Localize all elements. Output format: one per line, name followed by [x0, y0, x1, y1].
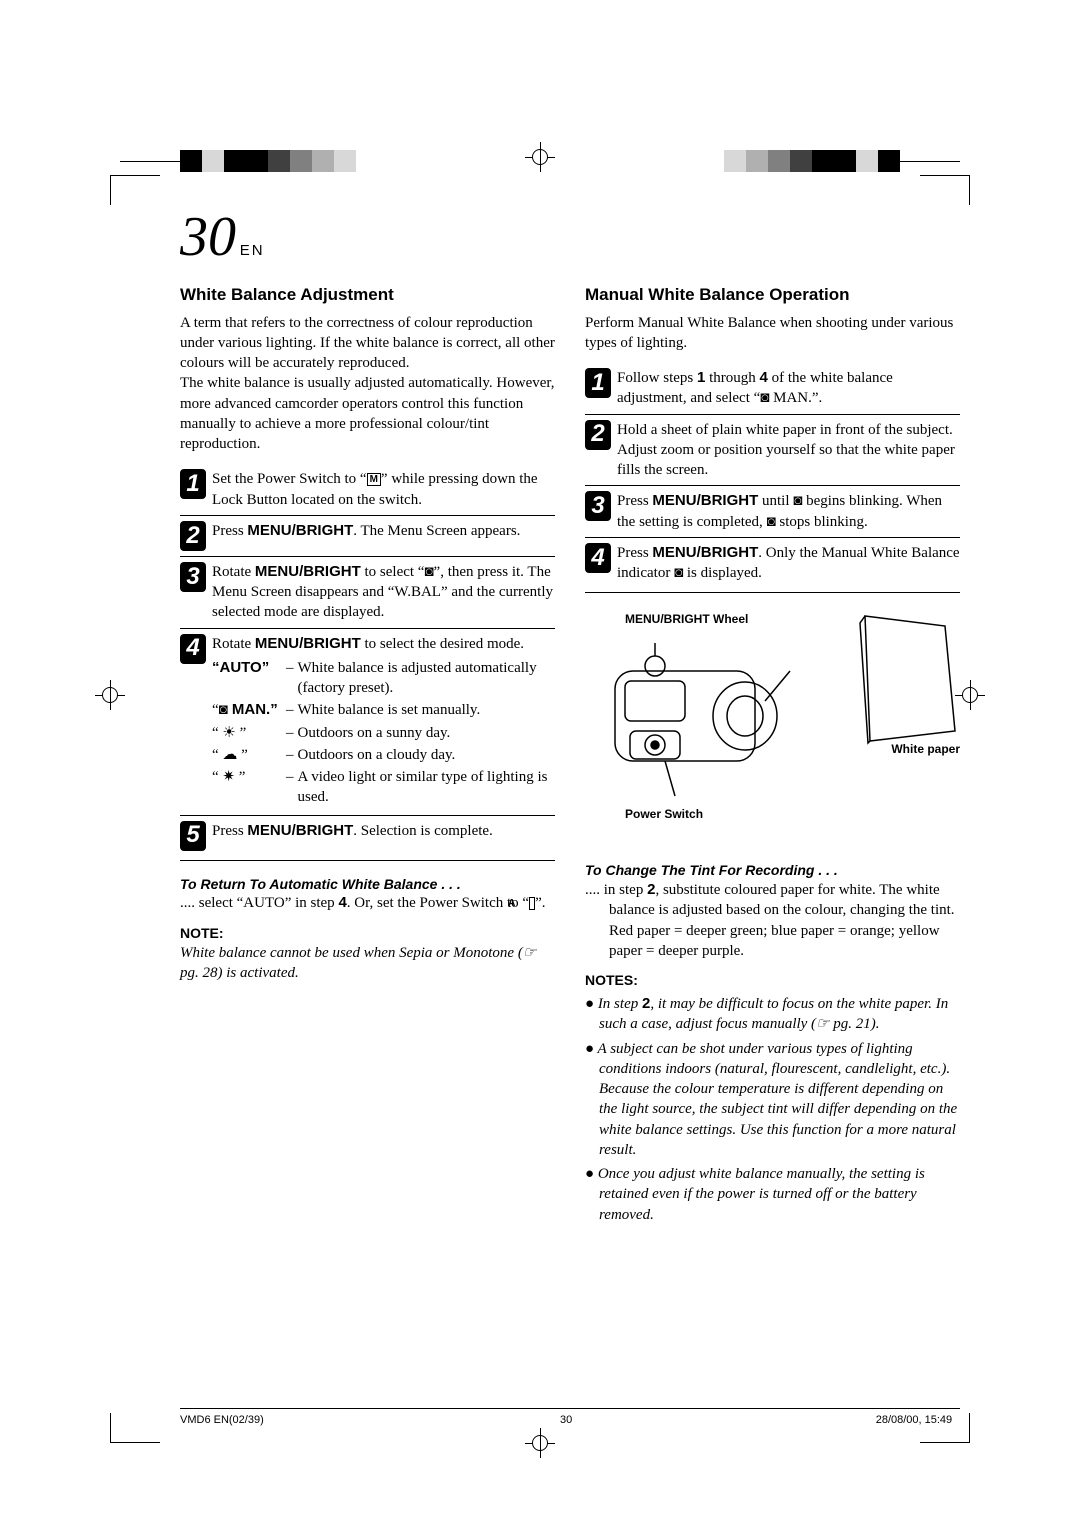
mode-cloudy-desc: Outdoors on a cloudy day.: [298, 745, 556, 765]
r-step-3-text: Press MENU/BRIGHT until ◙ begins blinkin…: [617, 491, 960, 532]
footer-left: VMD6 EN(02/39): [180, 1413, 437, 1428]
wb-intro: A term that refers to the correctness of…: [180, 313, 555, 455]
page-header: 30 EN: [180, 200, 960, 276]
notes-list: In step 2, it may be difficult to focus …: [585, 994, 960, 1225]
step-5-text: Press MENU/BRIGHT. Selection is complete…: [212, 821, 555, 841]
reg-center-top: [525, 142, 555, 172]
return-auto-title: To Return To Automatic White Balance . .…: [180, 875, 555, 894]
footer-mid: 30: [437, 1413, 694, 1428]
page-number: 30: [180, 206, 236, 268]
r-step-1-badge: 1: [585, 368, 611, 398]
mode-man-key: “◙ MAN.”: [212, 700, 282, 720]
left-column: White Balance Adjustment A term that ref…: [180, 284, 555, 1229]
cloudy-icon: ☁: [222, 746, 237, 763]
halogen-icon: ✷: [222, 768, 235, 785]
note-label: NOTE:: [180, 924, 555, 943]
reg-side-left: [95, 680, 125, 710]
tint-title: To Change The Tint For Recording . . .: [585, 861, 960, 880]
paper-icon: [850, 611, 960, 751]
note-1: In step 2, it may be difficult to focus …: [585, 994, 960, 1035]
r-step-3-badge: 3: [585, 491, 611, 521]
step-4-text: Rotate MENU/BRIGHT to select the desired…: [212, 634, 555, 810]
m-mode-icon: M: [367, 473, 381, 486]
reg-marks-right: [724, 150, 960, 172]
camera-icon: [595, 631, 795, 801]
note-body: White balance cannot be used when Sepia …: [180, 943, 555, 984]
tint-body: .... in step 2, substitute coloured pape…: [585, 880, 960, 961]
r-step-2-badge: 2: [585, 420, 611, 450]
step-3-text: Rotate MENU/BRIGHT to select “◙”, then p…: [212, 562, 555, 623]
mode-halogen-desc: A video light or similar type of lightin…: [298, 767, 556, 808]
step-2-badge: 2: [180, 521, 206, 551]
r-step-2-text: Hold a sheet of plain white paper in fro…: [617, 420, 960, 481]
man-wb-icon: ◙: [219, 701, 228, 718]
mode-auto-key: “AUTO”: [212, 658, 282, 699]
mode-sunny-key: “ ☀ ”: [212, 723, 282, 743]
mode-sunny-desc: Outdoors on a sunny day.: [298, 723, 556, 743]
man-wb-icon-r1: ◙: [760, 389, 769, 406]
footer-right: 28/08/00, 15:49: [695, 1413, 952, 1428]
reg-marks-left: [120, 150, 356, 172]
return-auto-body: .... select “AUTO” in step 4. Or, set th…: [180, 893, 555, 913]
sunny-icon: ☀: [222, 724, 235, 741]
step-1-badge: 1: [180, 469, 206, 499]
man-wb-icon-r3a: ◙: [793, 492, 802, 509]
wb-adjust-title: White Balance Adjustment: [180, 284, 555, 307]
camera-diagram: MENU/BRIGHT Wheel: [585, 611, 960, 831]
page-suffix: EN: [240, 242, 265, 259]
wheel-label: MENU/BRIGHT Wheel: [625, 611, 748, 627]
mode-cloudy-key: “ ☁ ”: [212, 745, 282, 765]
step-4-badge: 4: [180, 634, 206, 664]
mode-man-desc: White balance is set manually.: [298, 700, 556, 720]
manual-wb-title: Manual White Balance Operation: [585, 284, 960, 307]
step-3-badge: 3: [180, 562, 206, 592]
wb-icon: ◙: [424, 563, 433, 580]
man-wb-icon-r4: ◙: [674, 564, 683, 581]
step-5-badge: 5: [180, 821, 206, 851]
r-step-4-text: Press MENU/BRIGHT. Only the Manual White…: [617, 543, 960, 584]
mode-halogen-key: “ ✷ ”: [212, 767, 282, 808]
step-1-text: Set the Power Switch to “M” while pressi…: [212, 469, 555, 510]
r-step-1-text: Follow steps 1 through 4 of the white ba…: [617, 368, 960, 409]
paper-label: White paper: [891, 741, 960, 757]
page-footer: VMD6 EN(02/39) 30 28/08/00, 15:49: [180, 1408, 960, 1428]
notes-label: NOTES:: [585, 971, 960, 990]
switch-label: Power Switch: [625, 806, 703, 822]
step-2-text: Press MENU/BRIGHT. The Menu Screen appea…: [212, 521, 555, 541]
manual-wb-intro: Perform Manual White Balance when shooti…: [585, 313, 960, 354]
note-2: A subject can be shot under various type…: [585, 1039, 960, 1161]
reg-center-bottom: [525, 1428, 555, 1458]
mode-auto-desc: White balance is adjusted automatically …: [298, 658, 556, 699]
r-step-4-badge: 4: [585, 543, 611, 573]
note-3: Once you adjust white balance manually, …: [585, 1164, 960, 1225]
man-wb-icon-r3b: ◙: [767, 513, 776, 530]
right-column: Manual White Balance Operation Perform M…: [585, 284, 960, 1229]
